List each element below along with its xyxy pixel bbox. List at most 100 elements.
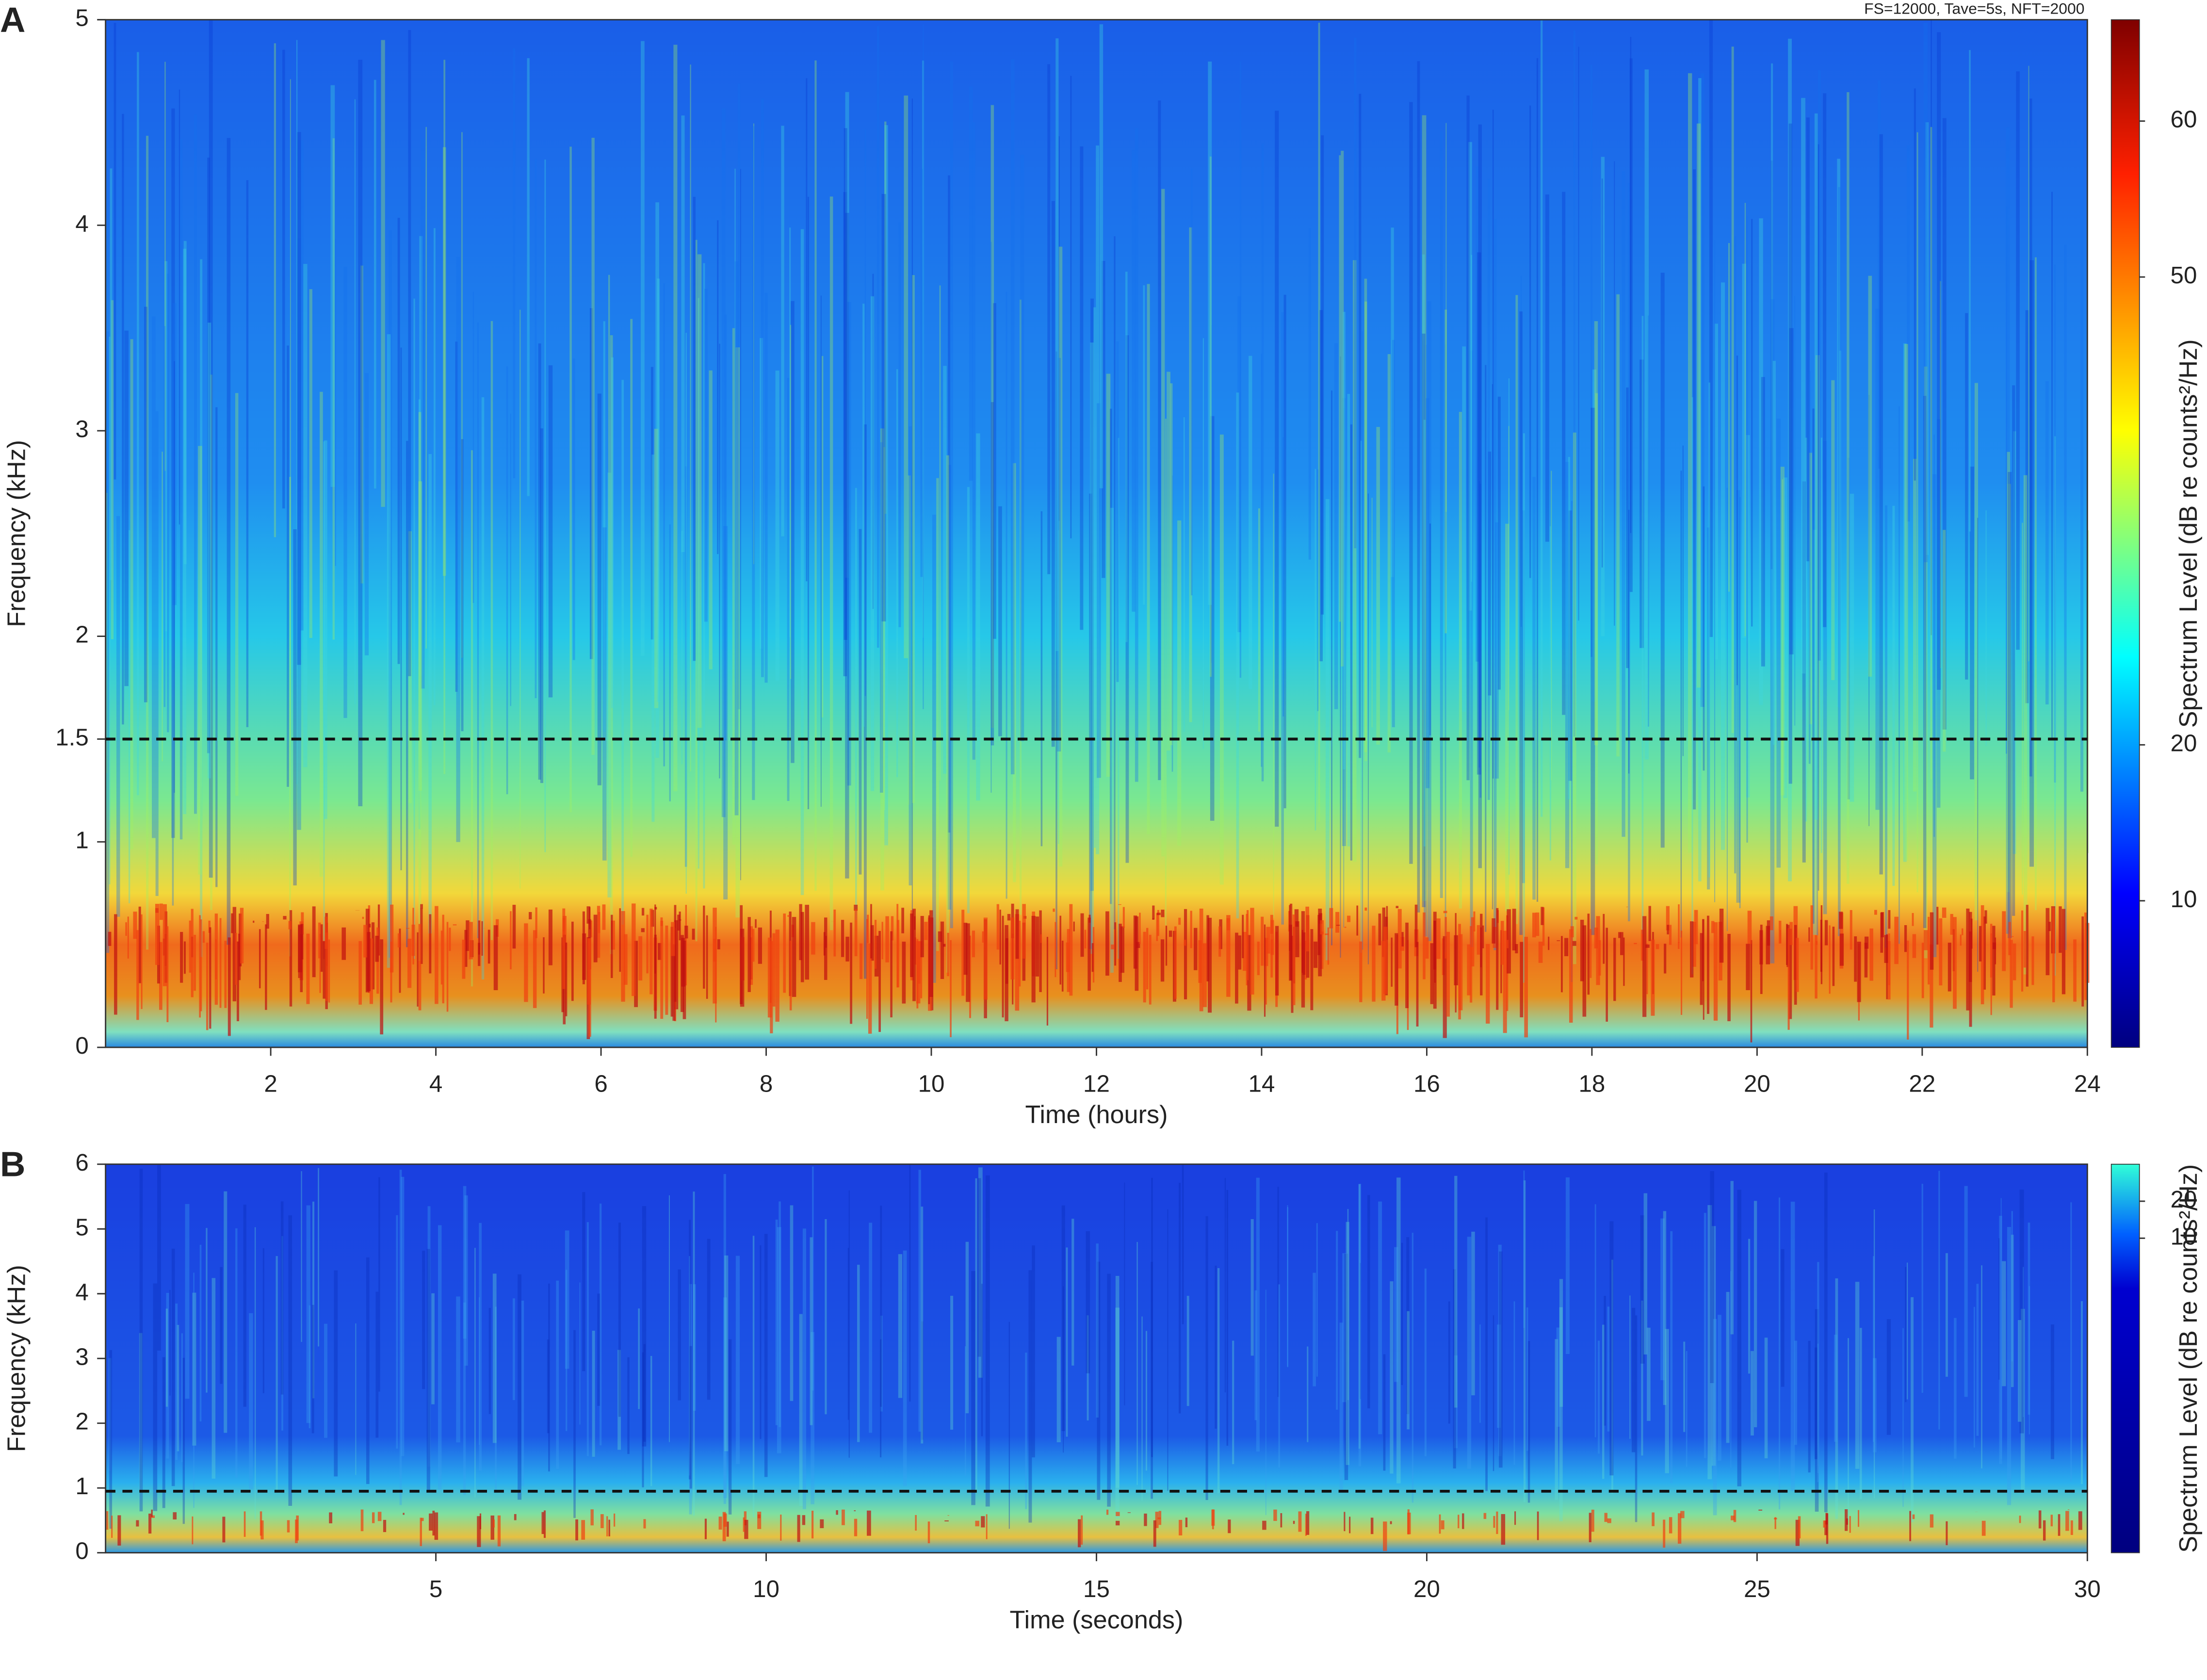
texture-streak [1477, 252, 1481, 775]
texture-streak [1359, 94, 1362, 758]
texture-streak [1143, 285, 1145, 605]
texture-hot [2008, 922, 2011, 955]
texture-streak [869, 1223, 873, 1433]
texture-hot [127, 916, 129, 959]
texture-streak [1318, 22, 1320, 822]
y-tick-label: 2 [75, 1408, 88, 1435]
texture-hot [191, 909, 194, 997]
texture-hot [1824, 1520, 1828, 1535]
texture-streak [1177, 520, 1182, 846]
texture-hot [975, 1520, 979, 1527]
x-tick-label: 10 [753, 1576, 779, 1602]
texture-streak [303, 264, 308, 767]
texture-hot [704, 1518, 707, 1539]
texture-hot [565, 942, 568, 1016]
texture-hot [606, 1516, 608, 1536]
texture-hot [215, 939, 217, 979]
texture-hot [1810, 905, 1813, 970]
texture-streak [1688, 73, 1692, 853]
texture-streak [1513, 1301, 1515, 1465]
texture-streak [1115, 1307, 1120, 1518]
texture-hot [420, 908, 423, 964]
texture-streak [611, 357, 614, 708]
texture-hot [1496, 908, 1499, 1010]
texture-streak [1471, 1231, 1475, 1396]
texture-streak [130, 339, 133, 849]
texture-hot [141, 914, 143, 1009]
texture-hot [825, 936, 827, 948]
texture-streak [324, 440, 327, 819]
texture-hot [929, 910, 933, 997]
texture-hot [902, 942, 906, 1004]
texture-hot [1719, 909, 1724, 963]
texture-hot [670, 927, 674, 1017]
texture-streak [985, 1175, 990, 1507]
texture-streak [1319, 310, 1323, 662]
texture-streak [224, 1191, 227, 1433]
texture-streak [1551, 471, 1552, 781]
texture-streak [872, 274, 874, 609]
texture-streak [977, 1178, 981, 1357]
texture-streak [1663, 1211, 1667, 1405]
y-tick-label: 2 [75, 621, 88, 648]
texture-hot [1483, 1513, 1487, 1519]
texture-streak [693, 196, 696, 661]
texture-hot [1031, 915, 1036, 1003]
texture-streak [1107, 1273, 1111, 1507]
texture-streak [597, 1293, 600, 1406]
texture-streak [1751, 219, 1753, 627]
texture-hot [1589, 1513, 1591, 1542]
texture-streak [689, 1346, 692, 1489]
texture-streak [2070, 1202, 2072, 1482]
texture-hot [833, 909, 836, 957]
texture-streak [1283, 294, 1286, 809]
texture-hot [1692, 922, 1696, 967]
texture-hot [1257, 941, 1260, 976]
texture-streak [1938, 1171, 1940, 1430]
texture-streak [1710, 1171, 1715, 1383]
texture-streak [1815, 1347, 1818, 1459]
texture-hot [159, 942, 162, 1010]
texture-streak [1090, 298, 1094, 891]
texture-streak [1147, 284, 1150, 834]
texture-streak [1601, 157, 1605, 636]
texture-hot [260, 1520, 264, 1540]
texture-streak [981, 1284, 983, 1436]
y-axis-label: Frequency (kHz) [3, 440, 31, 627]
texture-streak [1595, 393, 1598, 864]
texture-streak [243, 1205, 246, 1407]
texture-streak [859, 529, 862, 875]
texture-hot [1541, 907, 1544, 925]
texture-hot [1302, 932, 1306, 975]
x-tick-label: 2 [264, 1070, 277, 1097]
texture-streak [602, 527, 607, 861]
x-tick-label: 24 [2074, 1070, 2101, 1097]
texture-hot [1707, 915, 1709, 1014]
texture-streak [2035, 257, 2037, 911]
texture-hot [1007, 913, 1011, 921]
texture-hot [610, 914, 613, 978]
texture-hot [587, 938, 591, 1005]
texture-hot [1423, 912, 1426, 979]
texture-hot [660, 917, 663, 926]
texture-hot [590, 1509, 594, 1526]
texture-streak [1611, 1259, 1613, 1494]
texture-streak [1759, 218, 1763, 705]
texture-streak [1358, 1184, 1361, 1449]
texture-streak [1499, 1251, 1503, 1468]
texture-hot [1160, 939, 1165, 982]
texture-streak [1573, 432, 1576, 964]
texture-streak [948, 175, 951, 833]
texture-streak [1378, 1201, 1382, 1435]
texture-hot [1161, 910, 1165, 917]
texture-streak [320, 391, 323, 877]
texture-streak [323, 441, 325, 959]
texture-hot [1298, 1511, 1302, 1532]
texture-streak [1873, 1256, 1874, 1442]
texture-streak [597, 393, 601, 785]
texture-hot [1780, 930, 1782, 944]
texture-streak [589, 308, 593, 659]
texture-streak [442, 147, 446, 576]
texture-hot [1114, 922, 1117, 966]
texture-streak [198, 446, 202, 875]
